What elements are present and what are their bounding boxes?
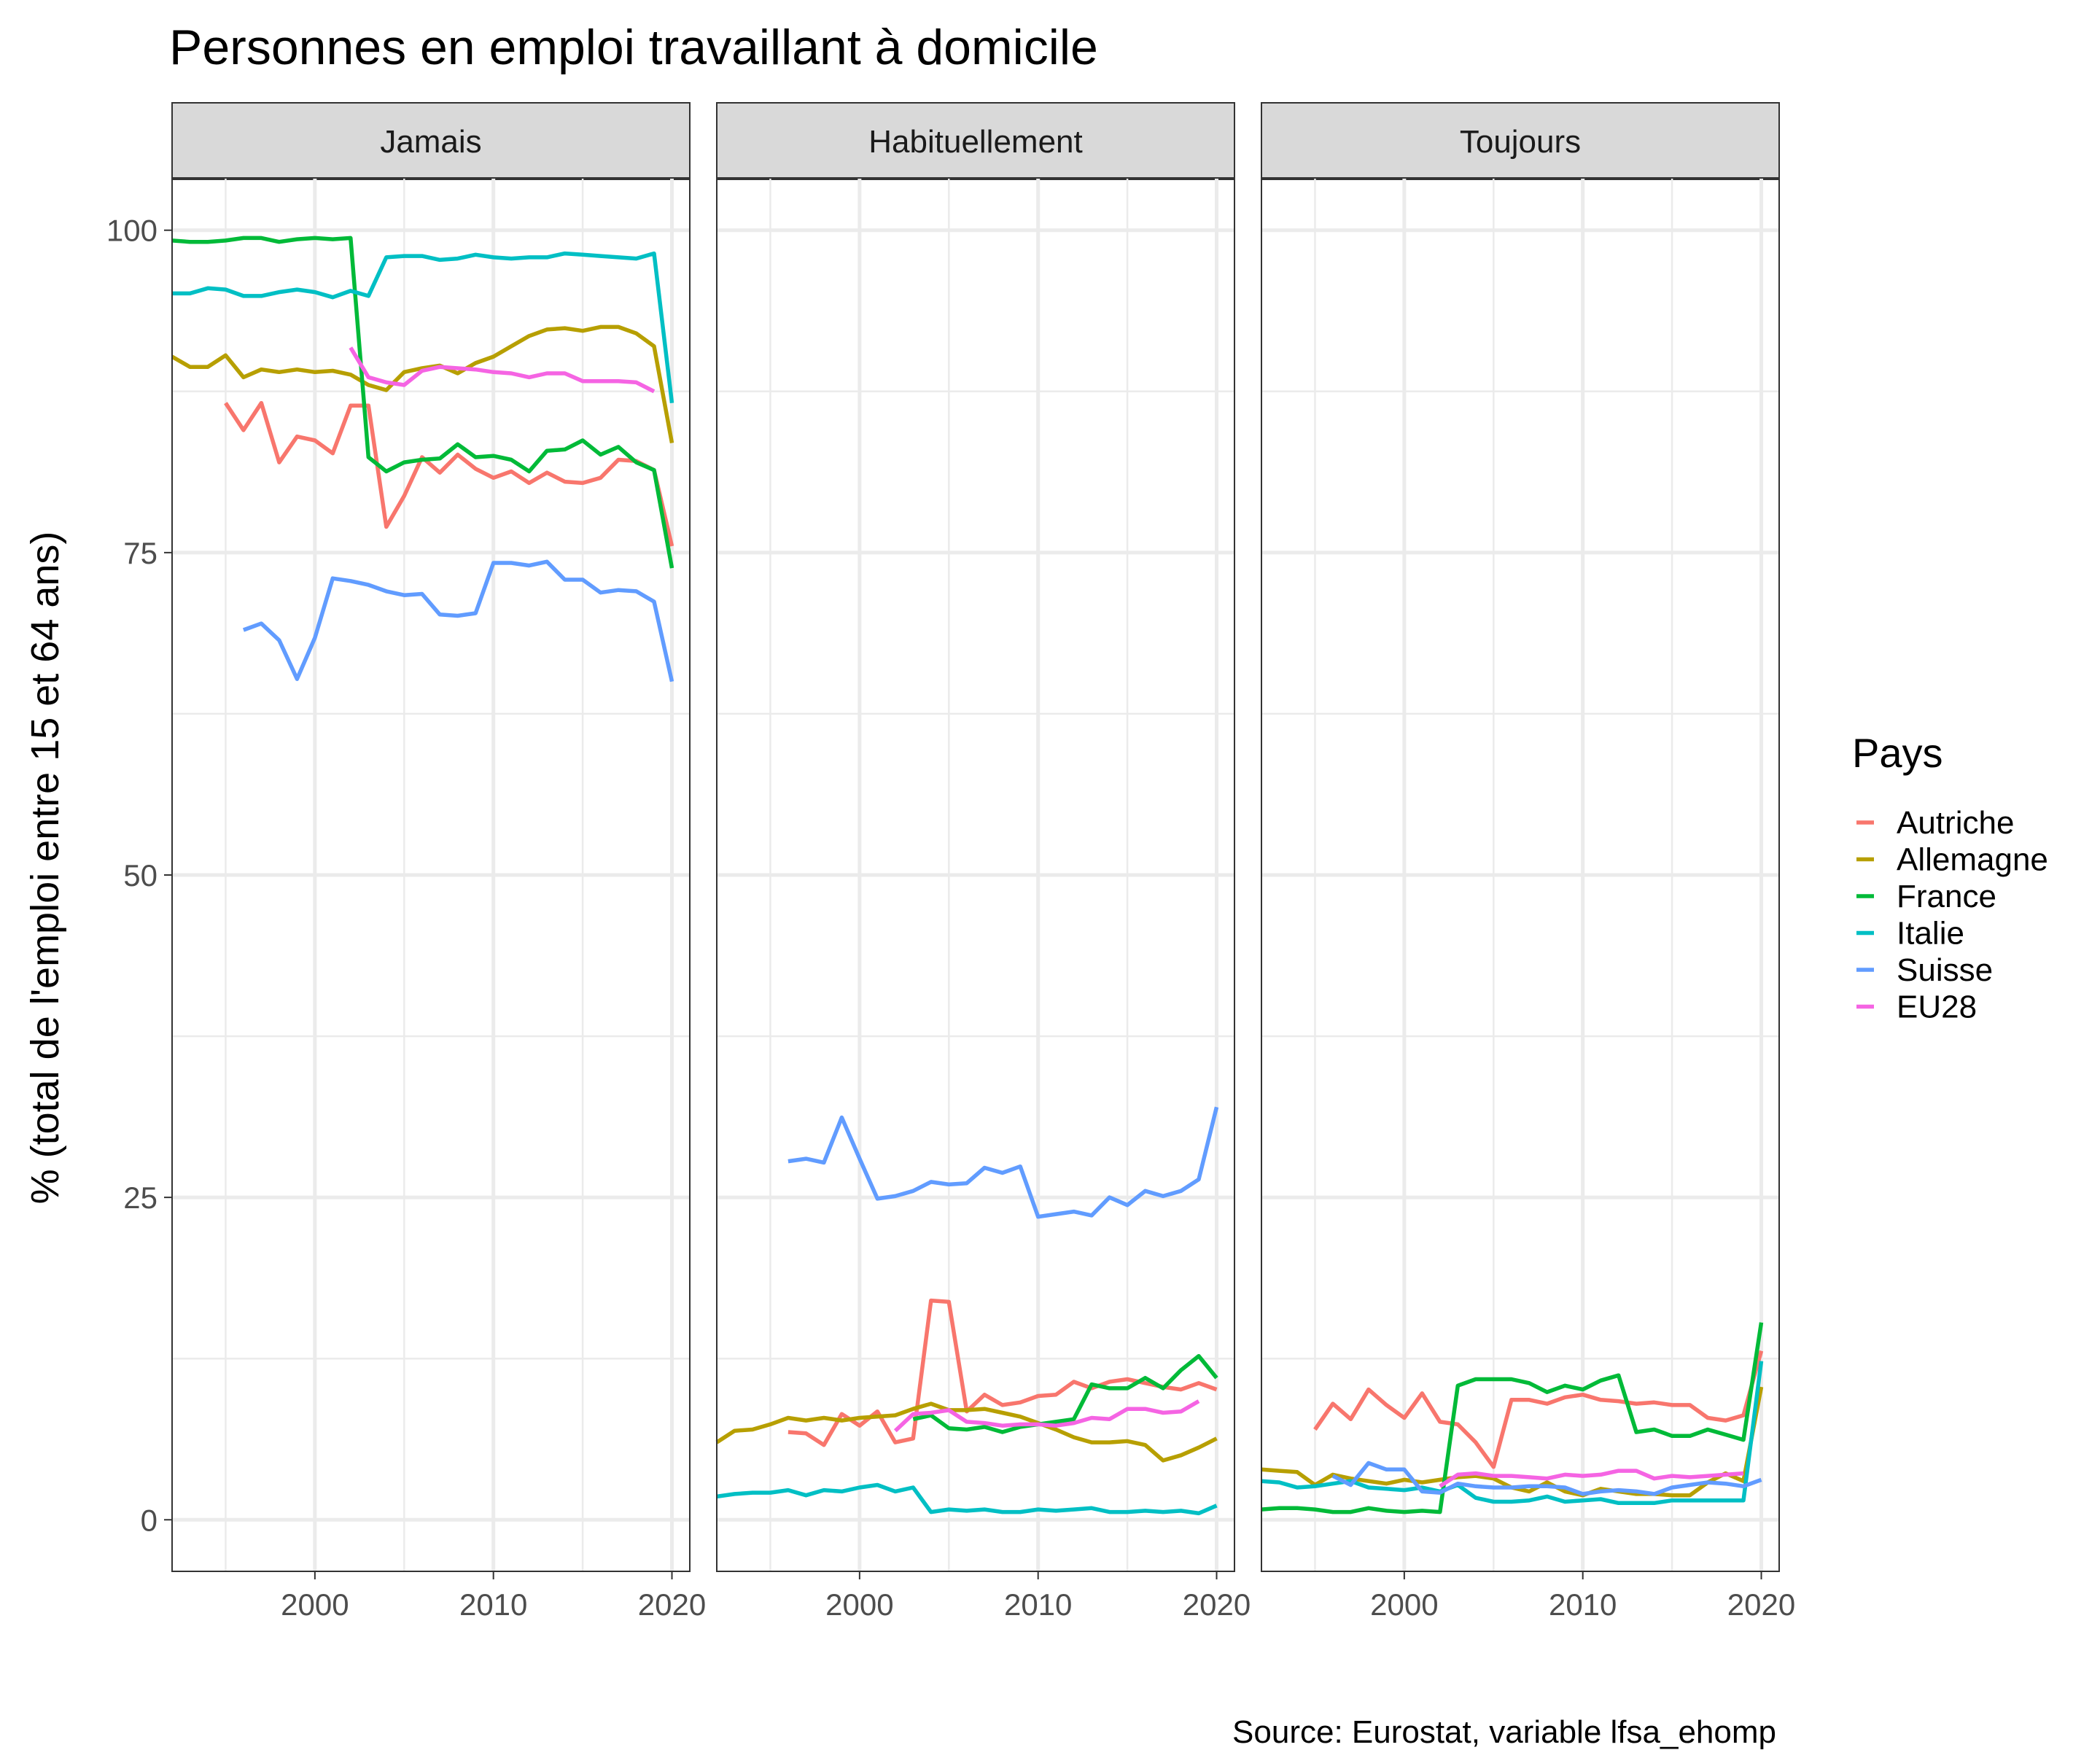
- legend-label-allemagne: Allemagne: [1897, 842, 2048, 878]
- series-line-france: [171, 236, 674, 569]
- x-tick-label: 2020: [638, 1587, 706, 1622]
- x-tick-label: 2010: [1004, 1587, 1072, 1622]
- strip-label-toujours: Toujours: [1460, 124, 1581, 160]
- legend-item-suisse: Suisse: [1856, 952, 1993, 988]
- panel-toujours: Toujours 2000 2010 2020: [1261, 102, 1795, 1622]
- y-tick-label: 0: [141, 1503, 158, 1537]
- series-line-autriche: [788, 1298, 1218, 1447]
- gridlines: [172, 179, 690, 1571]
- x-tick-label: 2000: [1370, 1587, 1438, 1622]
- source-caption: Source: Eurostat, variable lfsa_ehomp: [1232, 1714, 1776, 1750]
- x-tick-label: 2020: [1727, 1587, 1795, 1622]
- legend: Pays AutricheAllemagneFranceItalieSuisse…: [1852, 730, 2048, 1025]
- x-tick-label: 2010: [459, 1587, 527, 1622]
- series-line-france: [912, 1353, 1218, 1434]
- legend-item-allemagne: Allemagne: [1856, 842, 2048, 878]
- legend-item-italie: Italie: [1856, 916, 1964, 952]
- panel-jamais: Jamais 2000 2010 2020: [171, 102, 706, 1622]
- legend-item-eu28: EU28: [1856, 989, 1977, 1025]
- y-tick-label: 50: [123, 858, 158, 892]
- series-line-italie: [172, 251, 674, 404]
- series-line-france: [1261, 1322, 1764, 1514]
- series-line-eu28: [893, 1399, 1200, 1433]
- y-axis-title: % (total de l'emploi entre 15 et 64 ans): [23, 532, 67, 1205]
- y-tick-label: 75: [123, 536, 158, 570]
- series-line-suisse: [788, 1106, 1219, 1219]
- gridlines: [717, 179, 1234, 1571]
- series-lines: [1261, 1322, 1764, 1514]
- series-line-italie: [716, 1482, 1218, 1516]
- series-line-italie: [1261, 1361, 1764, 1506]
- y-axis: 0 25 50 75 100: [106, 214, 172, 1537]
- series-line-suisse: [1331, 1461, 1762, 1496]
- facet-panels: Jamais 2000 2010 2020 Habituellement 2000 2010…: [106, 102, 1795, 1622]
- series-line-suisse: [242, 559, 674, 682]
- x-tick-label: 2000: [825, 1587, 893, 1622]
- strip-label-jamais: Jamais: [380, 124, 481, 160]
- legend-label-italie: Italie: [1897, 916, 1964, 952]
- legend-label-suisse: Suisse: [1897, 952, 1993, 988]
- gridlines: [1261, 179, 1779, 1571]
- strip-background: [172, 103, 690, 179]
- series-lines: [171, 236, 674, 682]
- y-tick-label: 25: [123, 1181, 158, 1215]
- legend-title: Pays: [1852, 730, 1943, 776]
- panel-border: [716, 102, 1235, 1572]
- legend-label-autriche: Autriche: [1897, 805, 2014, 841]
- panel-border: [1261, 102, 1780, 1572]
- legend-label-france: France: [1897, 879, 1996, 914]
- legend-item-france: France: [1856, 879, 1996, 914]
- legend-label-eu28: EU28: [1897, 989, 1977, 1025]
- series-line-eu28: [349, 346, 656, 394]
- strip-background: [717, 103, 1234, 179]
- x-tick-label: 2000: [281, 1587, 349, 1622]
- legend-item-autriche: Autriche: [1856, 805, 2014, 841]
- panel-habituellement: Habituellement 2000 2010 2020: [715, 102, 1251, 1622]
- chart-title: Personnes en emploi travaillant à domici…: [169, 20, 1098, 75]
- series-line-eu28: [1439, 1469, 1744, 1488]
- x-tick-label: 2010: [1549, 1587, 1617, 1622]
- series-line-allemagne: [715, 1401, 1218, 1463]
- y-tick-label: 100: [106, 214, 158, 248]
- series-line-autriche: [224, 400, 674, 547]
- x-tick-label: 2020: [1183, 1587, 1251, 1622]
- strip-background: [1261, 103, 1779, 179]
- series-lines: [715, 1106, 1219, 1516]
- series-line-autriche: [1313, 1350, 1764, 1469]
- panel-border: [171, 102, 691, 1572]
- series-line-allemagne: [171, 324, 674, 443]
- strip-label-habituellement: Habituellement: [868, 124, 1083, 160]
